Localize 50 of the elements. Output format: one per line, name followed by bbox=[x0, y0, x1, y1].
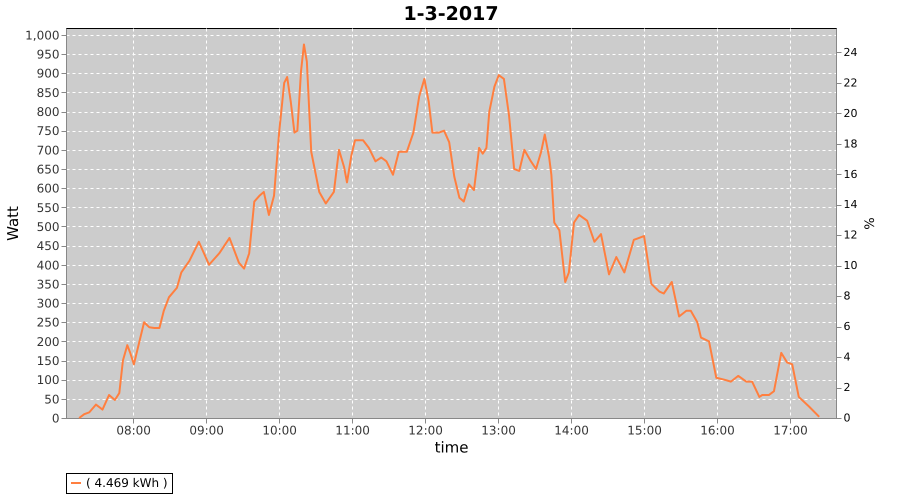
x-tick-label: 09:00 bbox=[189, 424, 224, 438]
y-tick-label: 650 bbox=[36, 162, 60, 176]
y2-tick-label: 20 bbox=[844, 106, 858, 120]
x-tick-label: 14:00 bbox=[554, 424, 589, 438]
y2-tick-label: 24 bbox=[844, 46, 858, 59]
y-tick-label: 350 bbox=[36, 277, 60, 292]
y-tick-label: 100 bbox=[36, 373, 60, 388]
x-tick-label: 11:00 bbox=[335, 424, 370, 438]
y-tick-label: 550 bbox=[36, 200, 60, 215]
x-tick-label: 17:00 bbox=[773, 424, 808, 438]
x-tick-label: 10:00 bbox=[262, 424, 297, 438]
y-tick-label: 600 bbox=[36, 182, 60, 196]
y-tick-label: 200 bbox=[36, 334, 60, 349]
y2-tick-label: 6 bbox=[844, 320, 850, 334]
x-tick-label: 08:00 bbox=[116, 424, 151, 438]
x-axis-title: time bbox=[434, 438, 468, 456]
legend-label: ( 4.469 kWh ) bbox=[86, 476, 168, 490]
y-tick-label: 0 bbox=[52, 412, 60, 426]
y2-tick-label: 4 bbox=[844, 350, 850, 364]
y2-tick-label: 16 bbox=[844, 168, 858, 181]
y-tick-label: 50 bbox=[44, 392, 60, 406]
y2-tick-label: 8 bbox=[844, 290, 850, 303]
y-tick-label: 950 bbox=[36, 48, 60, 62]
y2-axis-title: % bbox=[860, 217, 876, 230]
y-tick-label: 500 bbox=[36, 220, 60, 234]
line-series bbox=[78, 43, 820, 419]
y-tick-label: 800 bbox=[36, 105, 60, 120]
x-tick-label: 12:00 bbox=[408, 424, 443, 438]
chart-title: 1-3-2017 bbox=[403, 3, 499, 25]
y-tick-label: 150 bbox=[36, 354, 60, 368]
y-tick-label: 250 bbox=[36, 316, 60, 330]
y2-tick-label: 2 bbox=[844, 381, 850, 394]
y-tick-label: 850 bbox=[36, 86, 60, 100]
y-tick-label: 450 bbox=[36, 239, 60, 254]
y-tick-label: 900 bbox=[36, 66, 60, 81]
x-tick-label: 13:00 bbox=[481, 424, 516, 438]
y2-tick-label: 12 bbox=[844, 228, 858, 242]
y-axis-title: Watt bbox=[4, 206, 22, 241]
x-tick-label: 16:00 bbox=[700, 424, 735, 438]
y-tick-label: 300 bbox=[36, 296, 60, 311]
y2-tick-label: 18 bbox=[844, 137, 858, 150]
y2-tick-label: 10 bbox=[844, 259, 858, 272]
y-tick-label: 400 bbox=[36, 258, 60, 272]
y2-tick-label: 22 bbox=[844, 76, 858, 90]
y2-tick-label: 14 bbox=[844, 198, 858, 212]
y-tick-label: 750 bbox=[36, 124, 60, 138]
x-tick-label: 15:00 bbox=[627, 424, 662, 438]
y-tick-label: 700 bbox=[36, 143, 60, 158]
y-tick-label: 1,000 bbox=[25, 28, 60, 42]
y2-tick-label: 0 bbox=[844, 412, 850, 424]
